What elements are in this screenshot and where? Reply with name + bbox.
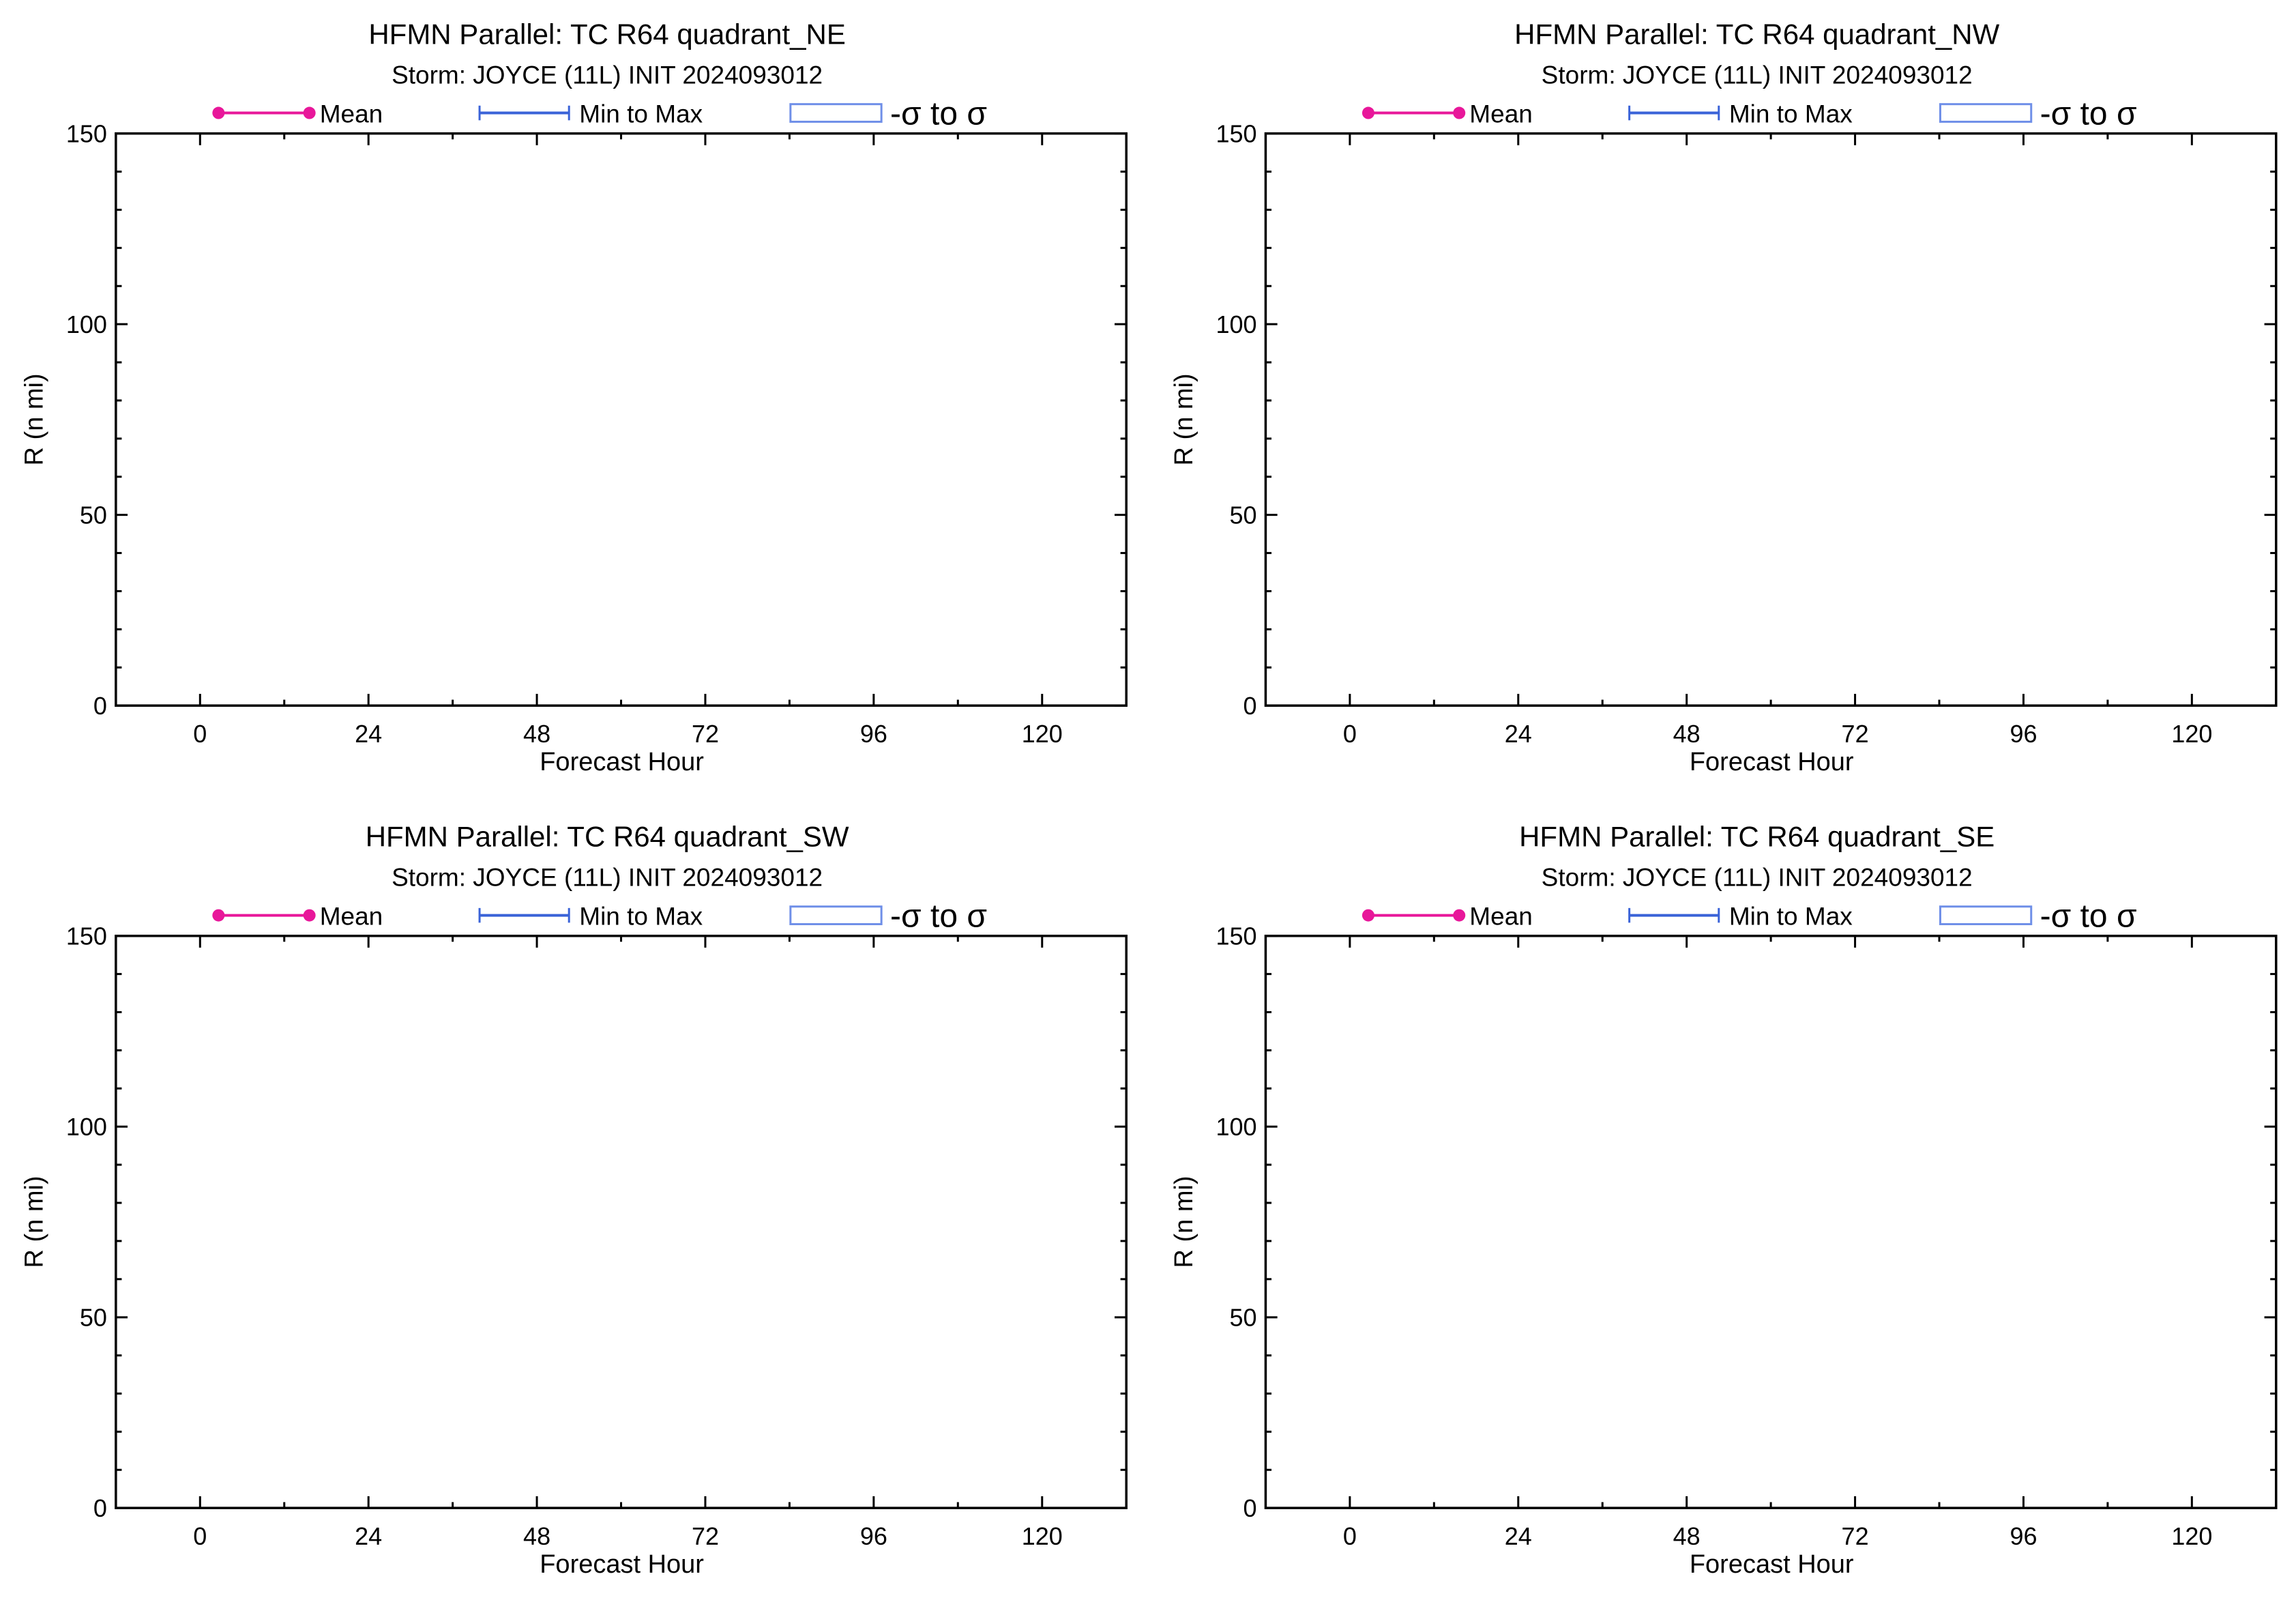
- legend-sigma-box: [789, 103, 883, 123]
- legend-sigma-label: -σ to σ: [890, 96, 987, 132]
- x-axis-label: Forecast Hour: [1690, 748, 1854, 776]
- legend-mean-label: Mean: [1469, 903, 1533, 931]
- legend-mean-marker-right: [303, 106, 316, 119]
- plot-frame: [115, 132, 1128, 707]
- chart-subtitle: Storm: JOYCE (11L) INIT 2024093012: [392, 61, 823, 89]
- chart-legend: Mean Min to Max -σ to σ: [212, 96, 987, 132]
- y-tick-label: 50: [80, 501, 107, 529]
- legend-mean-label: Mean: [1469, 100, 1533, 128]
- chart-title: HFMN Parallel: TC R64 quadrant_SE: [1519, 821, 1995, 853]
- x-tick-label: 72: [692, 1522, 719, 1550]
- x-tick-label: 120: [1022, 1522, 1063, 1550]
- legend-range-label: Min to Max: [579, 100, 703, 128]
- x-tick-label: 72: [692, 720, 719, 748]
- y-tick-label: 50: [1230, 1304, 1257, 1332]
- x-tick-label: 96: [2010, 1522, 2037, 1550]
- y-tick-label: 100: [66, 1113, 107, 1141]
- chart-panel-1: HFMN Parallel: TC R64 quadrant_NE Storm: …: [20, 18, 1128, 776]
- legend-range-label: Min to Max: [1729, 100, 1853, 128]
- legend-range-label: Min to Max: [1729, 903, 1853, 931]
- y-tick-label: 150: [1216, 120, 1256, 148]
- chart-title: HFMN Parallel: TC R64 quadrant_SW: [366, 821, 849, 853]
- x-tick-label: 24: [1505, 1522, 1532, 1550]
- x-tick-label: 72: [1842, 720, 1869, 748]
- x-tick-label: 24: [355, 1522, 382, 1550]
- chart-title: HFMN Parallel: TC R64 quadrant_NE: [368, 18, 846, 50]
- legend-mean-label: Mean: [320, 100, 383, 128]
- plot-frame: [1264, 934, 2278, 1509]
- chart-subtitle: Storm: JOYCE (11L) INIT 2024093012: [392, 864, 823, 892]
- x-tick-label: 120: [2171, 720, 2212, 748]
- y-tick-label: 100: [1216, 310, 1256, 338]
- x-tick-label: 72: [1842, 1522, 1869, 1550]
- legend-sigma-label: -σ to σ: [890, 899, 987, 935]
- x-tick-label: 0: [1343, 1522, 1357, 1550]
- x-tick-label: 48: [1673, 720, 1701, 748]
- x-tick-label: 0: [1343, 720, 1357, 748]
- chart-subtitle: Storm: JOYCE (11L) INIT 2024093012: [1542, 864, 1973, 892]
- chart-subtitle: Storm: JOYCE (11L) INIT 2024093012: [1542, 61, 1973, 89]
- x-axis-label: Forecast Hour: [1690, 1550, 1854, 1579]
- chart-legend: Mean Min to Max -σ to σ: [212, 899, 987, 935]
- x-axis-label: Forecast Hour: [540, 748, 704, 776]
- y-tick-label: 0: [1243, 1494, 1257, 1522]
- y-tick-label: 100: [66, 310, 107, 338]
- legend-sigma-box: [1939, 103, 2033, 123]
- legend-sigma-label: -σ to σ: [2040, 96, 2137, 132]
- x-tick-label: 0: [193, 720, 207, 748]
- y-axis-label: R (n mi): [20, 1176, 48, 1268]
- y-tick-label: 150: [66, 120, 107, 148]
- y-axis-label: R (n mi): [1170, 373, 1198, 465]
- x-tick-label: 96: [860, 1522, 887, 1550]
- y-tick-label: 150: [66, 922, 107, 950]
- x-tick-label: 48: [523, 720, 550, 748]
- legend-mean-marker-left: [1362, 909, 1374, 922]
- plot-frame: [1264, 132, 2278, 707]
- legend-mean-marker-left: [212, 106, 225, 119]
- legend-mean-marker-right: [303, 909, 316, 922]
- legend-sigma-label: -σ to σ: [2040, 899, 2137, 935]
- legend-range-label: Min to Max: [579, 903, 703, 931]
- chart-panel-4: HFMN Parallel: TC R64 quadrant_SE Storm: …: [1170, 821, 2278, 1579]
- legend-mean-marker-right: [1453, 909, 1466, 922]
- x-tick-label: 48: [523, 1522, 550, 1550]
- legend-mean-marker-right: [1453, 106, 1466, 119]
- chart-panel-3: HFMN Parallel: TC R64 quadrant_SW Storm: …: [20, 821, 1128, 1579]
- chart-legend: Mean Min to Max -σ to σ: [1362, 96, 2137, 132]
- x-tick-label: 96: [860, 720, 887, 748]
- x-tick-label: 120: [2171, 1522, 2212, 1550]
- legend-mean-marker-left: [1362, 106, 1374, 119]
- legend-mean-label: Mean: [320, 903, 383, 931]
- chart-title: HFMN Parallel: TC R64 quadrant_NW: [1514, 18, 1999, 50]
- x-tick-label: 120: [1022, 720, 1063, 748]
- legend-mean-marker-left: [212, 909, 225, 922]
- y-tick-label: 150: [1216, 922, 1256, 950]
- legend-sigma-box: [1939, 905, 2033, 925]
- y-tick-label: 0: [1243, 692, 1257, 720]
- x-tick-label: 24: [355, 720, 382, 748]
- y-tick-label: 50: [80, 1304, 107, 1332]
- y-tick-label: 100: [1216, 1113, 1256, 1141]
- chart-panel-2: HFMN Parallel: TC R64 quadrant_NW Storm: …: [1170, 18, 2278, 776]
- x-tick-label: 96: [2010, 720, 2037, 748]
- y-tick-label: 0: [93, 1494, 107, 1522]
- chart-legend: Mean Min to Max -σ to σ: [1362, 899, 2137, 935]
- x-tick-label: 0: [193, 1522, 207, 1550]
- y-tick-label: 50: [1230, 501, 1257, 529]
- y-tick-label: 0: [93, 692, 107, 720]
- legend-sigma-box: [789, 905, 883, 925]
- y-axis-label: R (n mi): [20, 373, 48, 465]
- y-axis-label: R (n mi): [1170, 1176, 1198, 1268]
- x-tick-label: 48: [1673, 1522, 1701, 1550]
- x-axis-label: Forecast Hour: [540, 1550, 704, 1579]
- x-tick-label: 24: [1505, 720, 1532, 748]
- plot-frame: [115, 934, 1128, 1509]
